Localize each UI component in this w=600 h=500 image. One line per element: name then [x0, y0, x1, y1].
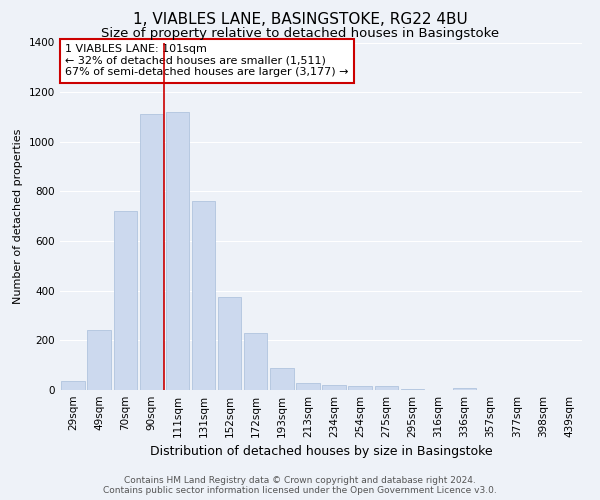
X-axis label: Distribution of detached houses by size in Basingstoke: Distribution of detached houses by size … [149, 446, 493, 458]
Bar [61, 382, 85, 390]
Y-axis label: Number of detached properties: Number of detached properties [13, 128, 23, 304]
Bar [166, 112, 189, 390]
Bar [88, 330, 111, 390]
Bar [113, 212, 137, 390]
Bar [453, 388, 476, 390]
Text: Size of property relative to detached houses in Basingstoke: Size of property relative to detached ho… [101, 28, 499, 40]
Bar [270, 368, 293, 390]
Bar [401, 389, 424, 390]
Text: 1 VIABLES LANE: 101sqm
← 32% of detached houses are smaller (1,511)
67% of semi-: 1 VIABLES LANE: 101sqm ← 32% of detached… [65, 44, 349, 78]
Bar [374, 386, 398, 390]
Bar [192, 202, 215, 390]
Bar [296, 382, 320, 390]
Bar [349, 386, 372, 390]
Bar [322, 385, 346, 390]
Bar [244, 333, 268, 390]
Text: Contains HM Land Registry data © Crown copyright and database right 2024.
Contai: Contains HM Land Registry data © Crown c… [103, 476, 497, 495]
Bar [140, 114, 163, 390]
Text: 1, VIABLES LANE, BASINGSTOKE, RG22 4BU: 1, VIABLES LANE, BASINGSTOKE, RG22 4BU [133, 12, 467, 28]
Bar [218, 297, 241, 390]
